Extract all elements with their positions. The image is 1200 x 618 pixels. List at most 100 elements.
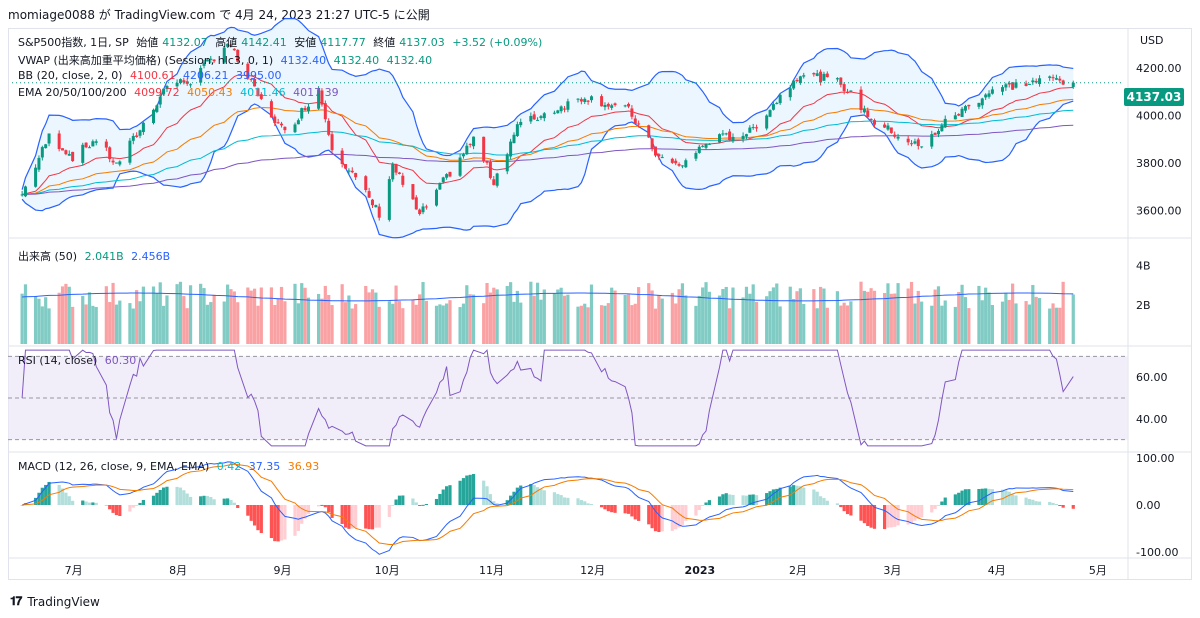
macd-histogram-bar [37,492,41,505]
macd-histogram-bar [488,494,493,505]
vwap-value-3: 4132.40 [386,54,433,67]
candle-body [977,102,981,107]
candle-body [222,47,226,63]
volume-bar [87,292,92,344]
candle-body [350,170,354,173]
volume-bar [330,305,334,344]
candle-body [724,133,728,135]
candle-body [1011,82,1015,90]
macd-histogram-bar [155,492,159,505]
volume-bar [458,307,462,344]
rsi-value: 60.30 [104,354,137,367]
macd-histogram-bar [424,503,428,505]
ema-name: EMA 20/50/100/200 [18,86,127,99]
volume-bar [438,304,442,344]
candle-body [347,170,351,172]
macd-histogram-bar [370,505,375,530]
macd-histogram-bar [391,505,395,506]
candle-body [472,136,476,147]
macd-histogram-bar [637,505,641,521]
candle-body [559,106,563,112]
volume-bar [980,300,984,344]
bb-value-3: 3995.00 [235,69,282,82]
volume-bar [748,293,752,344]
volume-bar [650,290,654,344]
rsi-line [21,349,1074,447]
macd-histogram-bar [57,484,61,505]
macd-histogram-bar [977,489,981,505]
macd-histogram-bar [300,505,304,524]
candle-body [246,63,250,79]
macd-histogram-bar [872,505,877,529]
candle-body [515,124,519,137]
candle-body [273,116,277,124]
volume-bar [535,282,540,344]
macd-histogram-bar [246,505,250,516]
macd-histogram-bar [771,489,776,505]
volume-bar [343,302,348,344]
volume-bar [91,305,95,344]
volume-bar [60,286,65,344]
candle-body [327,120,331,135]
bollinger-upper-line [21,17,1074,190]
macd-histogram-bar [566,497,570,505]
candle-body [232,48,236,51]
candle-body [765,115,769,129]
macd-histogram-bar [350,505,354,529]
volume-bar [623,295,627,344]
candle-body [485,160,489,163]
candle-body [532,114,536,120]
macd-histogram-bar [1000,489,1005,505]
candle-body [61,148,65,151]
macd-histogram-bar [815,491,819,505]
macd-histogram-bar [178,487,183,505]
volume-bar [893,293,897,344]
candle-body [1004,84,1008,88]
macd-histogram-bar [930,505,934,513]
macd-histogram-bar [185,493,189,505]
candle-body [579,99,583,102]
macd-histogram-bar [562,497,567,505]
candle-body [778,94,782,104]
volume-bar [872,290,877,344]
macd-signal-line [22,463,1074,546]
macd-histogram-bar [684,505,688,521]
candle-body [344,164,348,169]
volume-bar [1071,294,1075,344]
macd-histogram-bar [731,494,735,505]
macd-histogram-bar [471,474,476,505]
candle-body [731,136,735,142]
macd-histogram-bar [104,504,108,506]
macd-histogram-bar [960,490,964,505]
time-axis-label: 11月 [479,564,504,577]
candle-body [718,134,722,143]
macd-histogram-bar [603,505,607,510]
macd-histogram-bar [728,494,732,505]
volume-bar [327,294,331,344]
macd-histogram-bar [626,505,631,514]
volume-bar [768,291,772,344]
macd-histogram-bar [33,497,38,505]
volume-bar [613,290,617,344]
volume-bar [20,293,24,344]
volume-bar [488,292,493,344]
volume-bar [1011,283,1015,344]
volume-bar [387,301,391,344]
candle-body [768,110,772,117]
macd-histogram-bar [394,499,398,505]
volume-bar [118,300,122,344]
volume-bar [445,303,449,344]
price-axis-label: 3800.00 [1136,157,1182,170]
candle-body [906,138,910,143]
macd-histogram-bar [606,505,610,512]
time-axis-label: 7月 [65,564,83,577]
macd-histogram-bar [866,505,870,526]
macd-histogram-bar [822,498,826,505]
volume-bar [84,304,88,344]
volume-bar [701,287,705,344]
candle-body [872,120,876,125]
volume-bar [256,305,260,344]
volume-value-1: 2.041B [84,250,124,263]
candle-body [940,125,944,132]
